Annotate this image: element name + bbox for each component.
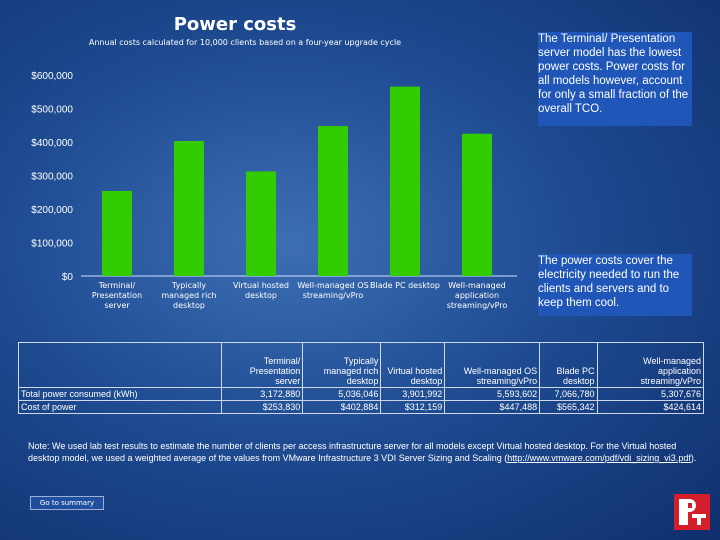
table-cell: $402,884 bbox=[302, 400, 382, 414]
table-cell: 5,593,602 bbox=[444, 387, 541, 401]
footnote-tail: ). bbox=[690, 453, 697, 463]
table-cell: 3,901,992 bbox=[380, 387, 446, 401]
table-header: Well-managed application streaming/vPro bbox=[596, 342, 704, 388]
y-tick-label: $0 bbox=[62, 272, 74, 283]
bar-2 bbox=[174, 141, 204, 276]
x-tick-label: managed rich bbox=[161, 291, 216, 300]
bar-4 bbox=[318, 126, 348, 276]
table-cell: 5,036,046 bbox=[302, 387, 382, 401]
x-tick-label: application bbox=[455, 291, 499, 300]
go-to-summary-button[interactable]: Go to summary bbox=[30, 496, 104, 510]
table-cell: $424,614 bbox=[596, 400, 704, 414]
x-tick-label: Virtual hosted bbox=[233, 281, 289, 290]
footnote-text: Note: We used lab test results to estima… bbox=[28, 441, 677, 463]
x-tick-label: Blade PC desktop bbox=[370, 281, 440, 290]
x-tick-label: desktop bbox=[173, 301, 205, 310]
table-corner-cell bbox=[18, 342, 222, 388]
note-power-coverage: The power costs cover the electricity ne… bbox=[538, 254, 692, 316]
table-cell: $253,830 bbox=[220, 400, 304, 414]
y-tick-label: $500,000 bbox=[31, 105, 73, 116]
table-row: Total power consumed (kWh) 3,172,880 5,0… bbox=[18, 387, 704, 401]
table-cell: $312,159 bbox=[380, 400, 446, 414]
footnote: Note: We used lab test results to estima… bbox=[28, 440, 698, 464]
x-tick-label: Terminal/ bbox=[98, 281, 136, 290]
x-tick-label: desktop bbox=[245, 291, 277, 300]
table-header: Virtual hosted desktop bbox=[380, 342, 446, 388]
table-header: Typically managed rich desktop bbox=[302, 342, 382, 388]
x-tick-label: server bbox=[104, 301, 130, 310]
y-tick-label: $400,000 bbox=[31, 138, 73, 149]
row-label: Total power consumed (kWh) bbox=[18, 387, 222, 401]
chart-subtitle: Annual costs calculated for 10,000 clien… bbox=[88, 38, 402, 47]
row-label: Cost of power bbox=[18, 400, 222, 414]
table-cell: $565,342 bbox=[539, 400, 598, 414]
table-cell: 3,172,880 bbox=[220, 387, 304, 401]
y-tick-label: $100,000 bbox=[31, 239, 73, 250]
x-tick-label: Well-managed bbox=[448, 281, 505, 290]
y-tick-label: $600,000 bbox=[31, 71, 73, 82]
bar-1 bbox=[102, 190, 132, 276]
pt-logo bbox=[674, 494, 710, 530]
x-tick-label: streaming/vPro bbox=[447, 301, 508, 310]
note-lowest-cost: The Terminal/ Presentation server model … bbox=[538, 32, 692, 126]
x-tick-label: Presentation bbox=[92, 291, 142, 300]
power-cost-table: Terminal/ Presentation server Typically … bbox=[18, 342, 704, 414]
bar-6 bbox=[462, 133, 492, 276]
table-header: Blade PC desktop bbox=[539, 342, 598, 388]
bar-3 bbox=[246, 171, 276, 276]
bar-chart: $0 $100,000 $200,000 $300,000 $400,000 $500,0… bbox=[31, 71, 517, 310]
chart-title: Power costs bbox=[173, 14, 297, 35]
table-header: Well-managed OS streaming/vPro bbox=[444, 342, 541, 388]
bar-5 bbox=[390, 86, 420, 276]
table-header: Terminal/ Presentation server bbox=[220, 342, 304, 388]
table-header-row: Terminal/ Presentation server Typically … bbox=[18, 342, 704, 388]
x-tick-label: Typically bbox=[171, 281, 206, 290]
table-cell: 5,307,676 bbox=[596, 387, 704, 401]
table-row: Cost of power $253,830 $402,884 $312,159… bbox=[18, 400, 704, 414]
vmware-sizing-link[interactable]: http://www.vmware.com/pdf/vdi_sizing_vi3… bbox=[507, 453, 691, 463]
table-cell: 7,066,780 bbox=[539, 387, 598, 401]
x-tick-label: Well-managed OS bbox=[297, 281, 368, 290]
y-tick-label: $200,000 bbox=[31, 205, 73, 216]
y-tick-label: $300,000 bbox=[31, 172, 73, 183]
x-tick-label: streaming/vPro bbox=[303, 291, 364, 300]
table-cell: $447,488 bbox=[444, 400, 541, 414]
